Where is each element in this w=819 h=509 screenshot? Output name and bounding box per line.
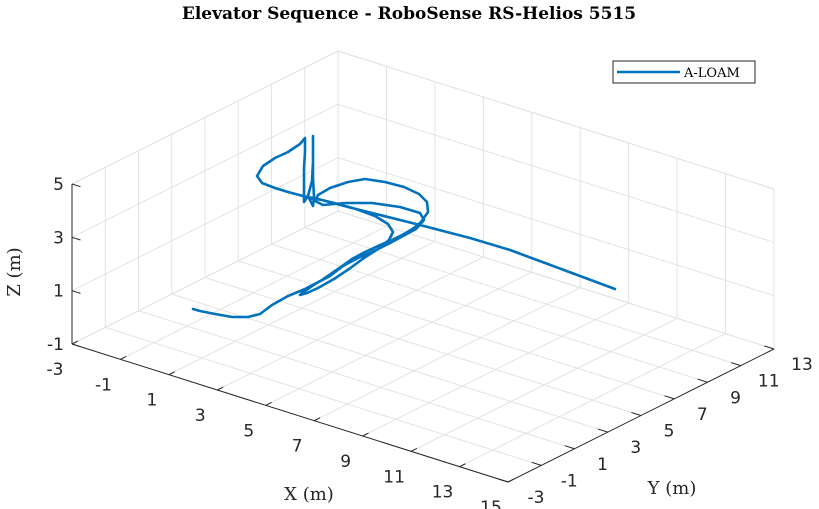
x-tick-mark bbox=[507, 478, 515, 483]
z-axis-label: Z (m) bbox=[4, 247, 25, 296]
z-tick-mark bbox=[71, 343, 81, 348]
z-tick-label: 3 bbox=[53, 228, 64, 248]
grid-line bbox=[337, 210, 775, 350]
grid-layer bbox=[71, 50, 775, 483]
grid-line bbox=[337, 157, 775, 297]
grid-line bbox=[105, 326, 542, 466]
y-tick-mark bbox=[498, 478, 509, 483]
legend-label-a-loam: A-LOAM bbox=[683, 66, 740, 81]
legend-box bbox=[612, 60, 756, 84]
y-tick-label: 7 bbox=[697, 405, 708, 425]
x-tick-mark bbox=[120, 355, 127, 360]
x-tick-mark bbox=[265, 401, 272, 406]
chart-title: Elevator Sequence - RoboSense RS-Helios … bbox=[182, 4, 636, 24]
y-axis-label: Y (m) bbox=[647, 478, 697, 499]
y-tick-mark bbox=[764, 345, 775, 350]
series-line-a-loam bbox=[191, 134, 617, 319]
box-edge bbox=[337, 50, 775, 190]
y-tick-mark bbox=[597, 428, 608, 433]
x-tick-label: -1 bbox=[95, 375, 112, 395]
y-tick-label: 5 bbox=[664, 422, 675, 442]
x-tick-label: 9 bbox=[340, 452, 351, 472]
x-tick-mark bbox=[217, 386, 224, 391]
z-tick-label: 1 bbox=[53, 282, 64, 302]
x-tick-label: 1 bbox=[146, 391, 157, 411]
z-tick-mark bbox=[71, 236, 81, 241]
y-tick-mark bbox=[730, 362, 741, 367]
z-tick-label: -1 bbox=[47, 335, 64, 355]
z-tick-mark bbox=[71, 290, 81, 294]
x-tick-mark bbox=[410, 447, 418, 452]
y-tick-label: 13 bbox=[791, 355, 813, 375]
z-tick-label: 5 bbox=[53, 175, 64, 195]
y-tick-label: 3 bbox=[630, 438, 641, 458]
grid-line bbox=[238, 260, 675, 400]
y-tick-mark bbox=[631, 411, 642, 416]
x-tick-mark bbox=[168, 371, 175, 376]
y-tick-mark bbox=[531, 461, 542, 466]
grid-line bbox=[171, 293, 608, 433]
x-tick-label: 15 bbox=[480, 498, 502, 509]
x-tick-label: 7 bbox=[292, 437, 303, 457]
y-tick-label: 9 bbox=[730, 388, 741, 408]
grid-line bbox=[271, 243, 708, 383]
y-tick-mark bbox=[697, 378, 708, 383]
x-tick-label: 3 bbox=[195, 406, 206, 426]
x-tick-label: 5 bbox=[243, 421, 254, 441]
x-axis-line bbox=[71, 343, 509, 483]
x-axis-label: X (m) bbox=[284, 484, 334, 505]
y-tick-label: 1 bbox=[597, 455, 608, 475]
z-tick-mark bbox=[71, 183, 81, 188]
x-tick-mark bbox=[71, 340, 79, 345]
y-tick-mark bbox=[664, 395, 675, 400]
grid-line bbox=[71, 103, 339, 238]
grid-line bbox=[204, 277, 642, 416]
box-edge bbox=[71, 50, 339, 185]
y-tick-mark bbox=[564, 445, 575, 450]
x-tick-label: 13 bbox=[432, 483, 454, 503]
y-tick-label: 11 bbox=[758, 372, 780, 392]
x-tick-label: -3 bbox=[47, 360, 64, 380]
x-tick-label: 11 bbox=[383, 467, 405, 487]
grid-line bbox=[337, 103, 775, 243]
legend[interactable]: A-LOAM bbox=[612, 60, 756, 84]
y-tick-label: -1 bbox=[561, 471, 578, 491]
grid-line bbox=[71, 157, 339, 292]
grid-line bbox=[71, 210, 339, 345]
x-tick-mark bbox=[362, 432, 369, 437]
grid-line bbox=[138, 310, 575, 450]
y-tick-label: -3 bbox=[528, 488, 545, 508]
x-tick-mark bbox=[459, 463, 466, 468]
x-tick-mark bbox=[313, 417, 321, 422]
